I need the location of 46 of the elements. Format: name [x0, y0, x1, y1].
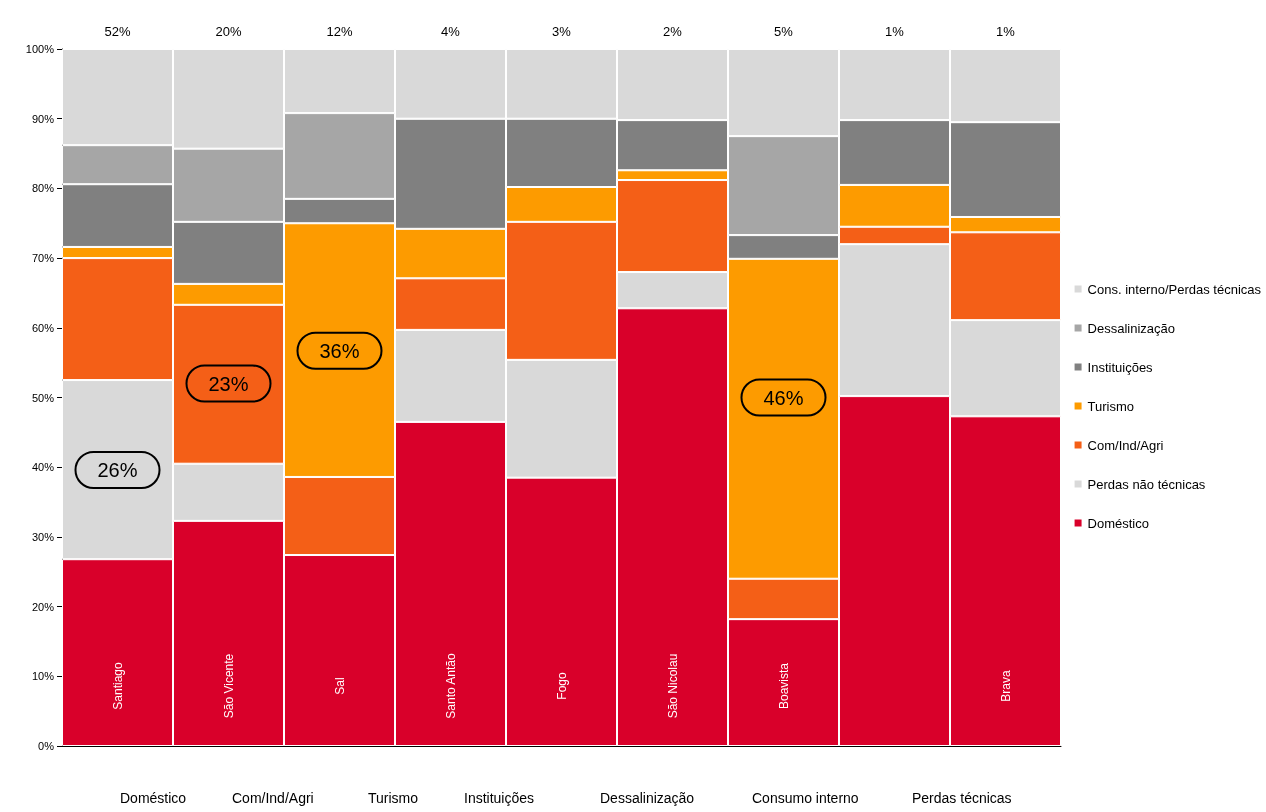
- y-tick-label: 60%: [31, 321, 55, 334]
- annotation: 23%: [208, 372, 249, 395]
- legend-label: Perdas não técnicas: [1087, 476, 1206, 492]
- legend-label: Dessalinização: [1087, 320, 1176, 336]
- legend-label: Com/Ind/Agri: [1087, 437, 1164, 453]
- y-tick-label: 40%: [31, 461, 55, 474]
- text: Dessalinização: [600, 790, 695, 806]
- annotation: 26%: [97, 458, 138, 481]
- y-tick-label: 70%: [31, 252, 55, 265]
- text: Com/Ind/Agri: [232, 790, 314, 806]
- legend-label: Turismo: [1087, 398, 1135, 414]
- text: 52%: [104, 23, 131, 39]
- x-tick-label: São Vicente: [221, 653, 236, 719]
- y-tick-label: 20%: [31, 600, 55, 613]
- y-tick-label: 0%: [38, 740, 55, 752]
- text: 20%: [215, 23, 242, 39]
- x-tick-label: Fogo: [554, 672, 569, 700]
- text: 1%: [996, 23, 1016, 39]
- legend-label: Doméstico: [1087, 515, 1149, 531]
- x-tick-label: Sal: [332, 677, 347, 695]
- legend-label: Cons. interno/Perdas técnicas: [1087, 281, 1262, 297]
- text: Doméstico: [120, 790, 187, 806]
- annotation: 46%: [763, 386, 804, 409]
- text: Turismo: [368, 790, 419, 806]
- x-tick-label: Brava: [998, 670, 1013, 702]
- y-tick-label: 90%: [31, 112, 55, 125]
- annotation: 36%: [319, 339, 360, 362]
- y-tick-label: 10%: [31, 670, 55, 683]
- text: 4%: [441, 23, 461, 39]
- y-tick-label: 80%: [31, 182, 55, 195]
- y-tick-label: 50%: [31, 391, 55, 404]
- text: 1%: [885, 23, 905, 39]
- x-tick-label: Boavista: [776, 662, 791, 710]
- x-tick-label: Santiago: [110, 661, 125, 710]
- x-tick-label: Santo Antão: [443, 652, 458, 719]
- legend-label: Instituições: [1087, 359, 1154, 375]
- text: Instituições: [464, 790, 535, 806]
- text: 2%: [663, 23, 683, 39]
- text: 12%: [326, 23, 353, 39]
- y-tick-label: 30%: [31, 530, 55, 543]
- text: Consumo interno: [752, 790, 859, 806]
- text: 5%: [774, 23, 794, 39]
- text: 3%: [552, 23, 572, 39]
- y-tick-label: 100%: [25, 43, 55, 55]
- x-tick-label: São Nicolau: [665, 653, 680, 719]
- text: Perdas técnicas: [912, 790, 1012, 806]
